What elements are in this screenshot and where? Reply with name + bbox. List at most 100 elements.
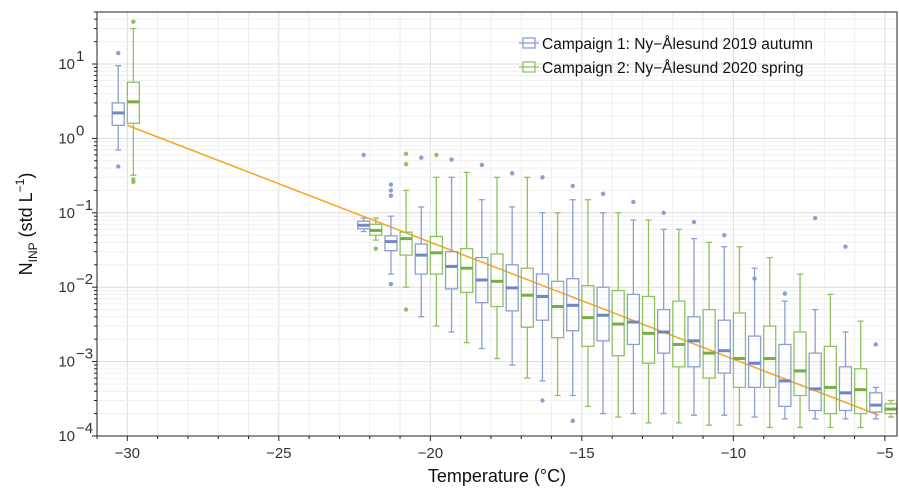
y-tick-exponent: −1: [76, 197, 93, 214]
y-tick-exponent: 1: [76, 48, 84, 65]
box-outlier: [434, 152, 439, 158]
box-outlier: [479, 162, 485, 168]
box-plot: [490, 176, 504, 360]
y-axis-title: NINP (std L−1): [13, 173, 40, 276]
y-tick-exponent: −3: [76, 346, 93, 363]
box-iqr: [626, 293, 641, 346]
legend-item-campaign-1: Campaign 1: Ny−Ålesund 2019 autumn: [519, 36, 813, 53]
box-iqr: [414, 243, 428, 275]
box-outlier: [509, 171, 515, 176]
box-plot: [763, 256, 777, 429]
box-outlier: [388, 193, 394, 198]
box-plot: [460, 171, 474, 344]
box-iqr: [641, 295, 656, 364]
box-plot: [808, 215, 822, 420]
box-outlier: [373, 246, 378, 251]
box-iqr: [460, 247, 474, 294]
box-iqr: [581, 284, 595, 348]
box-plot: [747, 267, 762, 418]
box-plot: [611, 212, 625, 418]
box-iqr: [853, 368, 868, 415]
box-outlier: [403, 151, 409, 157]
box-plot: [111, 50, 125, 169]
box-outlier: [116, 50, 121, 56]
box-outlier: [752, 276, 757, 281]
box-plot: [884, 399, 898, 418]
box-plot: [384, 182, 398, 287]
boxes: [111, 19, 898, 429]
box-outlier: [570, 183, 575, 189]
box-plot: [414, 155, 428, 318]
box-iqr: [823, 345, 837, 415]
box-outlier: [131, 179, 136, 185]
box-plot: [550, 212, 565, 397]
box-iqr: [869, 392, 883, 413]
box-plot: [672, 228, 686, 424]
box-iqr: [384, 235, 398, 252]
box-outlier: [631, 199, 636, 205]
box-outlier: [540, 175, 545, 180]
box-outlier: [449, 157, 454, 162]
box-plot: [778, 291, 792, 420]
box-plot: [505, 171, 519, 366]
legend: Campaign 1: Ny−Ålesund 2019 autumn Campa…: [519, 36, 813, 77]
box-outlier: [131, 19, 136, 24]
y-axis-title-unit: (std L: [16, 192, 36, 242]
y-axis-title-base: N: [16, 262, 36, 275]
y-tick-label: 10: [58, 205, 75, 222]
box-outlier: [361, 152, 366, 158]
box-iqr: [672, 300, 686, 368]
box-iqr: [444, 251, 459, 290]
box-plot: [687, 219, 701, 416]
box-iqr: [838, 366, 853, 412]
box-outlier: [570, 418, 575, 424]
box-plot: [702, 241, 716, 426]
box-outlier: [116, 164, 121, 169]
box-iqr: [732, 312, 747, 389]
y-tick-label: 10: [58, 130, 75, 147]
box-iqr: [717, 319, 731, 374]
box-iqr: [520, 267, 534, 328]
box-plot: [520, 176, 534, 379]
box-outlier: [388, 188, 394, 193]
box-plot: [732, 246, 747, 426]
box-plot: [838, 244, 853, 420]
y-tick-label: 10: [58, 279, 75, 296]
box-iqr: [399, 231, 413, 256]
box-outlier: [540, 398, 545, 403]
y-axis-title-close: ): [16, 173, 36, 179]
box-plot: [657, 210, 671, 415]
box-plot: [566, 183, 580, 424]
box-plot: [475, 162, 489, 350]
x-axis: −30 −25 −20 −15 −10 −5: [96, 436, 893, 462]
box-plot: [429, 152, 444, 327]
y-tick-exponent: 0: [76, 122, 84, 139]
box-outlier: [782, 291, 788, 296]
x-axis-title: Temperature (°C): [428, 466, 566, 486]
legend-symbol-campaign-1: [519, 37, 539, 49]
legend-item-campaign-2: Campaign 2: Ny−Ålesund 2020 spring: [519, 60, 804, 77]
box-iqr: [550, 280, 565, 339]
x-tick-label: −30: [115, 445, 140, 462]
box-iqr: [702, 308, 716, 379]
legend-symbol-campaign-2: [519, 61, 539, 73]
y-tick-label: 10: [58, 428, 75, 445]
y-tick-exponent: −2: [76, 271, 93, 288]
box-plot: [357, 152, 371, 233]
x-tick-label: −5: [876, 445, 893, 462]
box-plot: [869, 342, 883, 420]
box-plot: [626, 199, 641, 415]
box-outlier: [843, 244, 848, 249]
y-axis-title-sub: INP: [26, 242, 40, 262]
x-tick-label: −10: [721, 445, 746, 462]
box-outlier: [722, 232, 727, 238]
box-plot: [369, 217, 383, 251]
box-outlier: [600, 191, 606, 197]
svg-text:NINP (std L−1): NINP (std L−1): [13, 173, 40, 276]
box-iqr: [778, 343, 792, 408]
box-outlier: [403, 307, 409, 312]
box-iqr: [429, 235, 444, 275]
box-plot: [793, 273, 807, 429]
